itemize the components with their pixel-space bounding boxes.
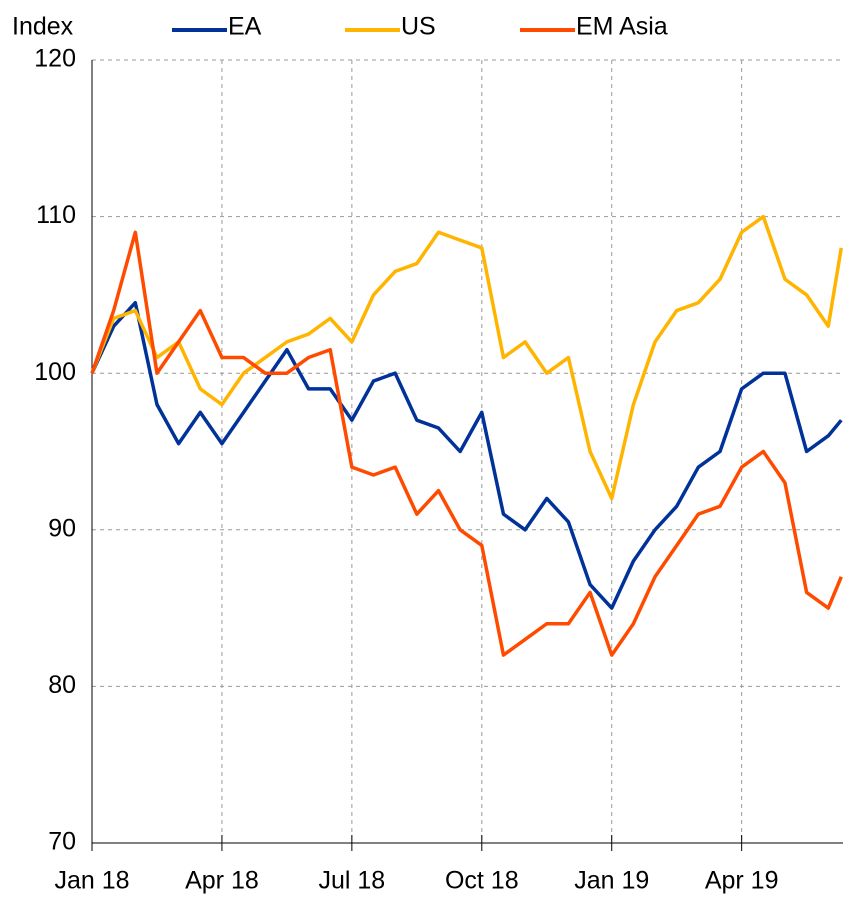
y-tick-label: 80 bbox=[48, 671, 76, 699]
legend-label: EM Asia bbox=[576, 13, 668, 41]
y-tick-label: 90 bbox=[48, 514, 76, 542]
series-line bbox=[90, 230, 843, 657]
y-tick-label: 120 bbox=[34, 45, 76, 73]
y-tick-label: 110 bbox=[36, 201, 76, 229]
legend-label: EA bbox=[228, 13, 262, 41]
x-tick-label: Jan 19 bbox=[574, 867, 649, 895]
y-tick-label: 70 bbox=[48, 828, 76, 856]
y-tick-label: 100 bbox=[34, 358, 76, 386]
x-tick-label: Oct 18 bbox=[445, 867, 519, 895]
x-tick-label: Jan 18 bbox=[54, 867, 129, 895]
x-tick-label: Jul 18 bbox=[319, 867, 386, 895]
x-tick-label: Apr 18 bbox=[185, 867, 259, 895]
series-line bbox=[90, 300, 843, 610]
y-axis-label: Index bbox=[12, 13, 74, 41]
legend-label: US bbox=[401, 13, 436, 41]
x-tick-label: Apr 19 bbox=[705, 867, 779, 895]
series-line bbox=[90, 214, 843, 501]
